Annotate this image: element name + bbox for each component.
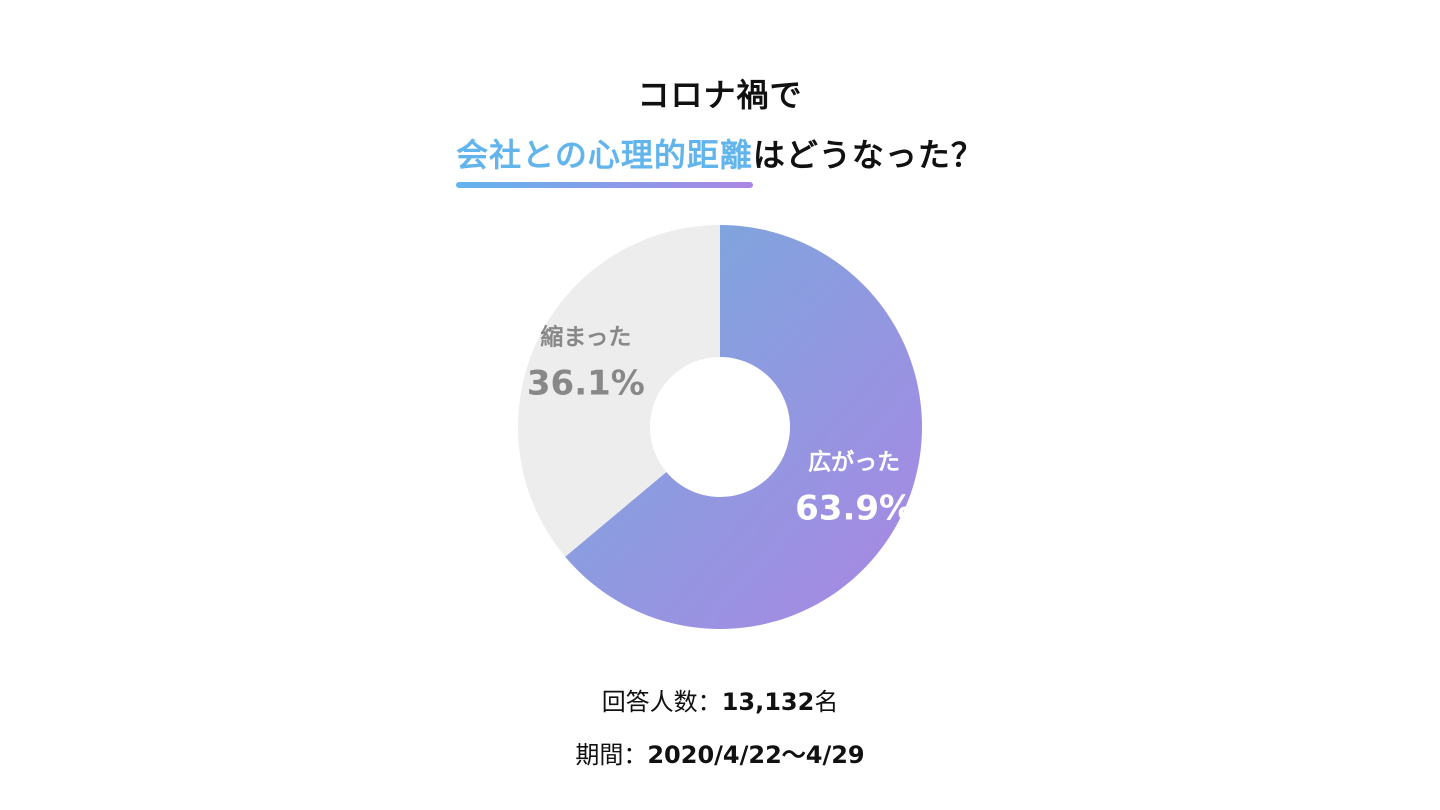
chart-title-rest: はどうなった？ xyxy=(752,136,984,174)
chart-title-highlight: 会社との心理的距離 xyxy=(456,130,753,188)
slice-label-shrunk: 縮まった xyxy=(540,323,631,350)
slice-label-widened: 広がった xyxy=(808,449,900,476)
slice-value-widened: 63.9% xyxy=(795,489,913,529)
donut-slice-widened xyxy=(565,225,922,629)
title-underline xyxy=(456,182,753,188)
respondents-value: 13,132 xyxy=(721,688,815,716)
respondents-unit: 名 xyxy=(814,688,839,716)
period-value: 2020/4/22〜4/29 xyxy=(647,741,865,769)
period-label: 期間： xyxy=(575,741,648,769)
period-line: 期間：2020/4/22〜4/29 xyxy=(0,735,1440,770)
respondents-line: 回答人数：13,132名 xyxy=(0,682,1440,717)
chart-title-line2: 会社との心理的距離 はどうなった？ xyxy=(0,130,1440,188)
chart-title-line1: コロナ禍で xyxy=(637,76,803,114)
slice-value-shrunk: 36.1% xyxy=(527,363,645,403)
chart-title-highlight-text: 会社との心理的距離 xyxy=(456,136,753,174)
respondents-label: 回答人数： xyxy=(601,688,722,716)
donut-slice-shrunk xyxy=(517,225,720,557)
